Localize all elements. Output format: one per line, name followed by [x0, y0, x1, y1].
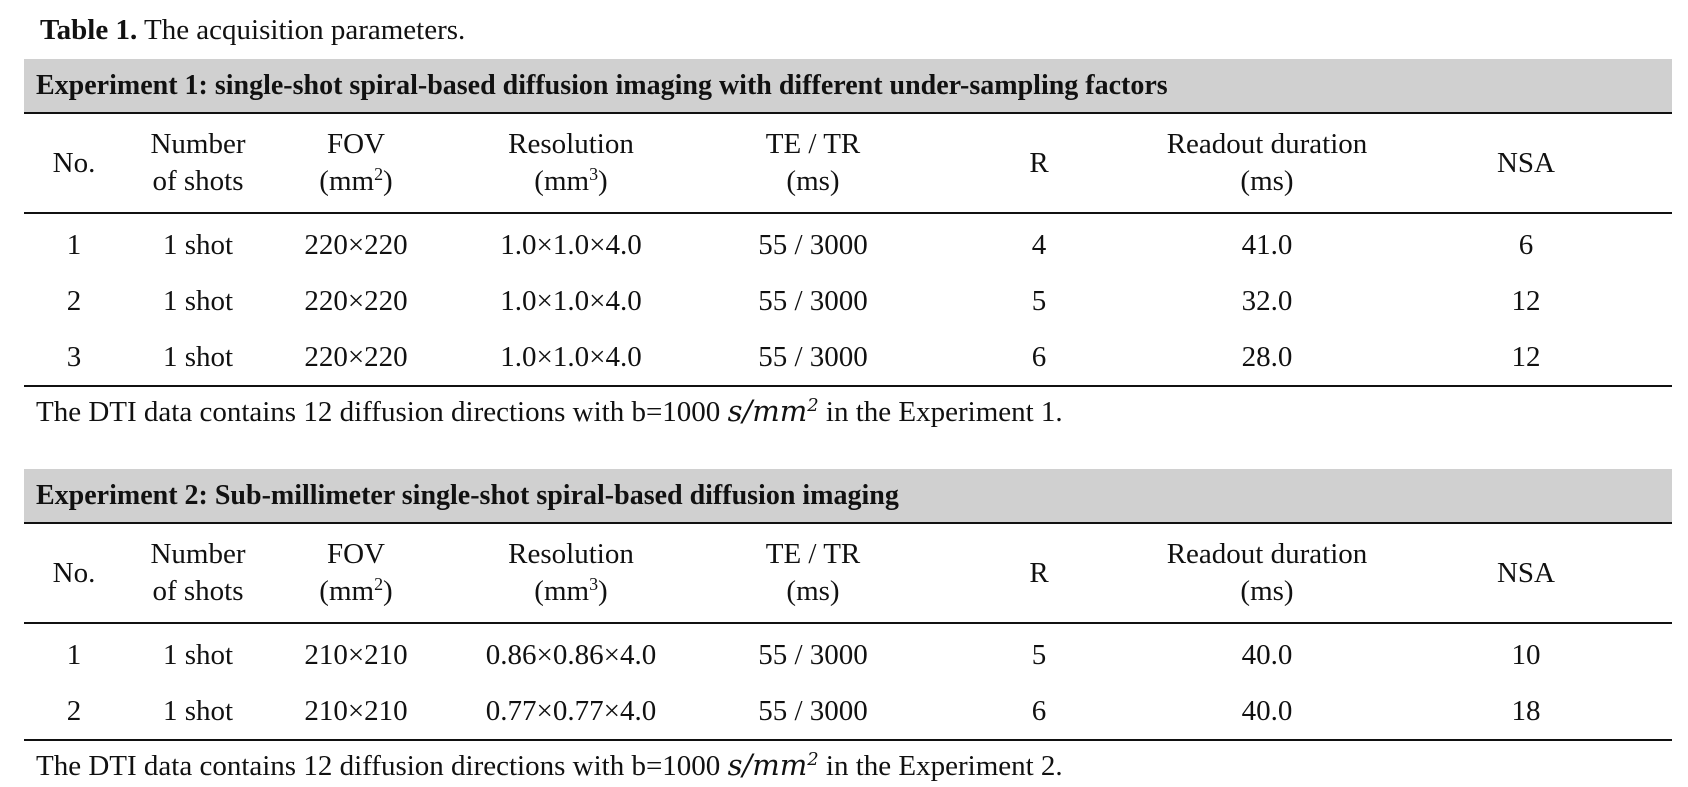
col-header-te-tr: TE / TR (ms): [702, 524, 924, 624]
cell-te-tr: 55 / 3000: [758, 229, 868, 261]
cell-resolution: 1.0×1.0×4.0: [500, 285, 642, 317]
table-row: 1 1 shot 220×220 1.0×1.0×4.0 55 / 3000 4…: [24, 213, 1672, 273]
experiment-2-section: Experiment 2: Sub-millimeter single-shot…: [24, 469, 1672, 784]
cell-nsa: 6: [1518, 229, 1534, 261]
cell-r: 5: [1031, 285, 1047, 317]
cell-nsa: 12: [1511, 285, 1541, 317]
cell-fov: 210×210: [272, 683, 440, 741]
cell-resolution: 0.77×0.77×4.0: [440, 683, 702, 741]
cell-nsa: 10: [1511, 639, 1541, 671]
cell-te-tr: 55 / 3000: [702, 329, 924, 387]
cell-readout: 32.0: [1241, 285, 1293, 317]
cell-no: 1: [66, 639, 82, 671]
cell-te-tr: 55 / 3000: [758, 285, 868, 317]
cell-te-tr: 55 / 3000: [702, 683, 924, 741]
caption-text: The acquisition parameters.: [137, 14, 466, 46]
cell-r: 6: [924, 683, 1154, 741]
cell-shots: 1 shot: [124, 329, 272, 387]
col-header-shots: Number of shots: [124, 524, 272, 624]
experiment-2-note: The DTI data contains 12 diffusion direc…: [36, 748, 1063, 782]
cell-no: 1: [66, 229, 82, 261]
table-caption: Table 1. The acquisition parameters.: [40, 10, 465, 50]
col-header-shots: Number of shots: [124, 114, 272, 214]
cell-readout: 41.0: [1241, 229, 1293, 261]
col-header-te-tr: TE / TR (ms): [702, 114, 924, 214]
table-row: 1 1 shot 210×210 0.86×0.86×4.0 55 / 3000…: [24, 623, 1672, 683]
cell-shots: 1 shot: [124, 683, 272, 741]
cell-no: 3: [24, 329, 124, 387]
table-row: 2 1 shot 210×210 0.77×0.77×4.0 55 / 3000…: [24, 683, 1672, 741]
header-row: No. Number of shots FOV (mm2) Resolution (m…: [24, 524, 1672, 624]
col-header-nsa: NSA: [1380, 524, 1672, 624]
cell-fov: 210×210: [304, 639, 408, 671]
caption-label: Table 1.: [40, 14, 138, 46]
cell-readout: 40.0: [1241, 639, 1293, 671]
cell-readout: 28.0: [1154, 329, 1380, 387]
header-row: No. Number of shots FOV (mm2) Resolution (m…: [24, 114, 1672, 214]
cell-nsa: 18: [1380, 683, 1672, 741]
cell-shots: 1 shot: [162, 639, 234, 671]
table-row: 3 1 shot 220×220 1.0×1.0×4.0 55 / 3000 6…: [24, 329, 1672, 387]
cell-fov: 220×220: [304, 229, 408, 261]
cell-r: 6: [924, 329, 1154, 387]
experiment-1-note: The DTI data contains 12 diffusion direc…: [36, 394, 1063, 428]
experiment-1-table: No. Number of shots FOV (mm2) Resolution (m…: [24, 114, 1672, 387]
cell-shots: 1 shot: [162, 285, 234, 317]
cell-fov: 220×220: [272, 329, 440, 387]
col-header-resolution: Resolution (mm3): [440, 524, 702, 624]
experiment-1-title: Experiment 1: single-shot spiral-based d…: [24, 59, 1672, 114]
col-header-resolution: Resolution (mm3): [440, 114, 702, 214]
cell-r: 5: [1031, 639, 1047, 671]
experiment-2-table: No. Number of shots FOV (mm2) Resolution (m…: [24, 524, 1672, 741]
experiment-2-title: Experiment 2: Sub-millimeter single-shot…: [24, 469, 1672, 524]
col-header-no: No.: [24, 114, 124, 214]
cell-resolution: 1.0×1.0×4.0: [440, 329, 702, 387]
cell-r: 4: [1031, 229, 1047, 261]
cell-shots: 1 shot: [162, 229, 234, 261]
cell-nsa: 12: [1380, 329, 1672, 387]
cell-no: 2: [24, 683, 124, 741]
col-header-readout: Readout duration (ms): [1154, 524, 1380, 624]
cell-resolution: 0.86×0.86×4.0: [485, 639, 657, 671]
cell-readout: 40.0: [1154, 683, 1380, 741]
col-header-fov: FOV (mm2): [272, 114, 440, 214]
cell-no: 2: [66, 285, 82, 317]
table-row: 2 1 shot 220×220 1.0×1.0×4.0 55 / 3000 5…: [24, 273, 1672, 329]
cell-resolution: 1.0×1.0×4.0: [500, 229, 642, 261]
cell-te-tr: 55 / 3000: [758, 639, 868, 671]
col-header-nsa: NSA: [1380, 114, 1672, 214]
col-header-readout: Readout duration (ms): [1154, 114, 1380, 214]
col-header-no: No.: [24, 524, 124, 624]
experiment-1-section: Experiment 1: single-shot spiral-based d…: [24, 59, 1672, 430]
cell-fov: 220×220: [304, 285, 408, 317]
col-header-r: R: [924, 524, 1154, 624]
col-header-r: R: [924, 114, 1154, 214]
col-header-fov: FOV (mm2): [272, 524, 440, 624]
